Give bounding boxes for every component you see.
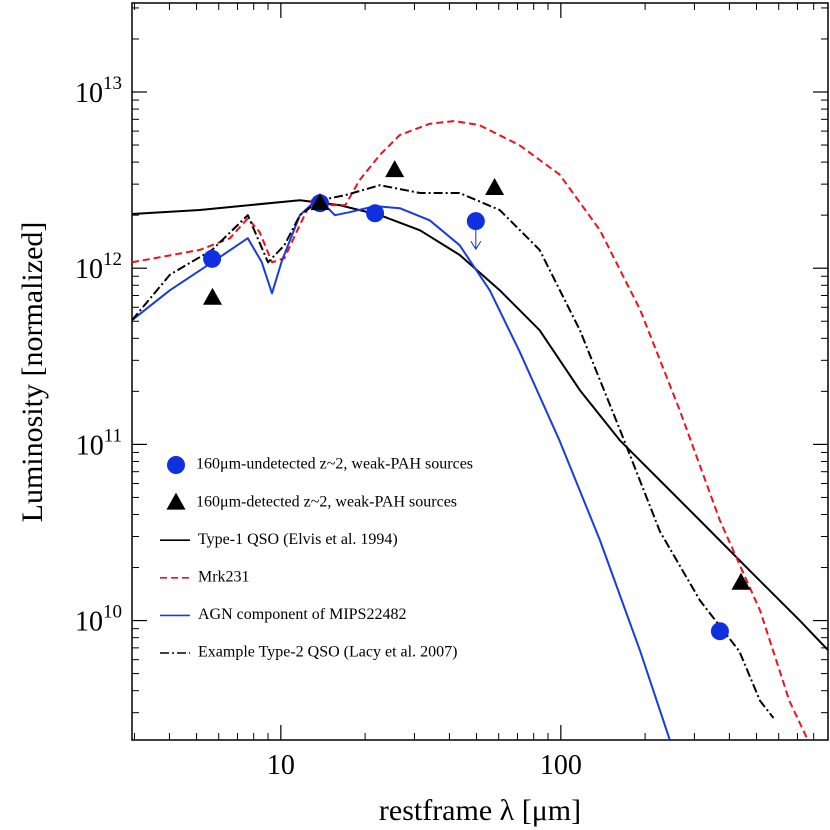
legend-marker (166, 492, 186, 510)
point (203, 249, 222, 268)
x-tick-label: 100 (540, 750, 582, 781)
y-tick-base: 10 (75, 78, 103, 109)
y-tick-label: 1011 (76, 425, 122, 461)
point (385, 160, 405, 178)
legend-label: 160μm-detected z~2, weak-PAH sources (196, 493, 457, 510)
legend-label: AGN component of MIPS22482 (198, 606, 406, 623)
legend-label: Type-1 QSO (Elvis et al. 1994) (198, 531, 398, 548)
series-line (132, 199, 828, 651)
point (731, 572, 751, 590)
legend-label: 160μm-undetected z~2, weak-PAH sources (196, 456, 473, 473)
y-tick-exponent: 13 (103, 73, 122, 94)
point (710, 622, 729, 641)
y-tick-exponent: 10 (103, 602, 122, 623)
x-axis-label: restframe λ [μm] (379, 794, 581, 827)
y-axis-label: Luminosity [normalized] (16, 222, 49, 523)
point (203, 287, 223, 305)
y-tick-label: 1012 (75, 249, 122, 285)
y-tick-base: 10 (75, 607, 103, 638)
point (310, 193, 330, 211)
y-tick-label: 1013 (75, 73, 122, 109)
point (485, 178, 505, 196)
y-tick-exponent: 11 (104, 425, 122, 446)
point (466, 212, 485, 231)
plot-frame (131, 2, 829, 741)
x-tick-label: 10 (267, 750, 295, 781)
series-line (132, 197, 671, 740)
point (366, 204, 385, 223)
y-tick-exponent: 12 (103, 249, 122, 270)
y-tick-base: 10 (76, 430, 104, 461)
legend-label: Example Type-2 QSO (Lacy et al. 2007) (198, 644, 457, 661)
series-line (132, 184, 775, 719)
y-tick-base: 10 (75, 254, 103, 285)
plot-area (132, 120, 828, 740)
series-line (132, 120, 809, 740)
legend-marker (167, 456, 185, 474)
legend-label: Mrk231 (198, 568, 250, 585)
y-tick-label: 1010 (75, 602, 122, 638)
